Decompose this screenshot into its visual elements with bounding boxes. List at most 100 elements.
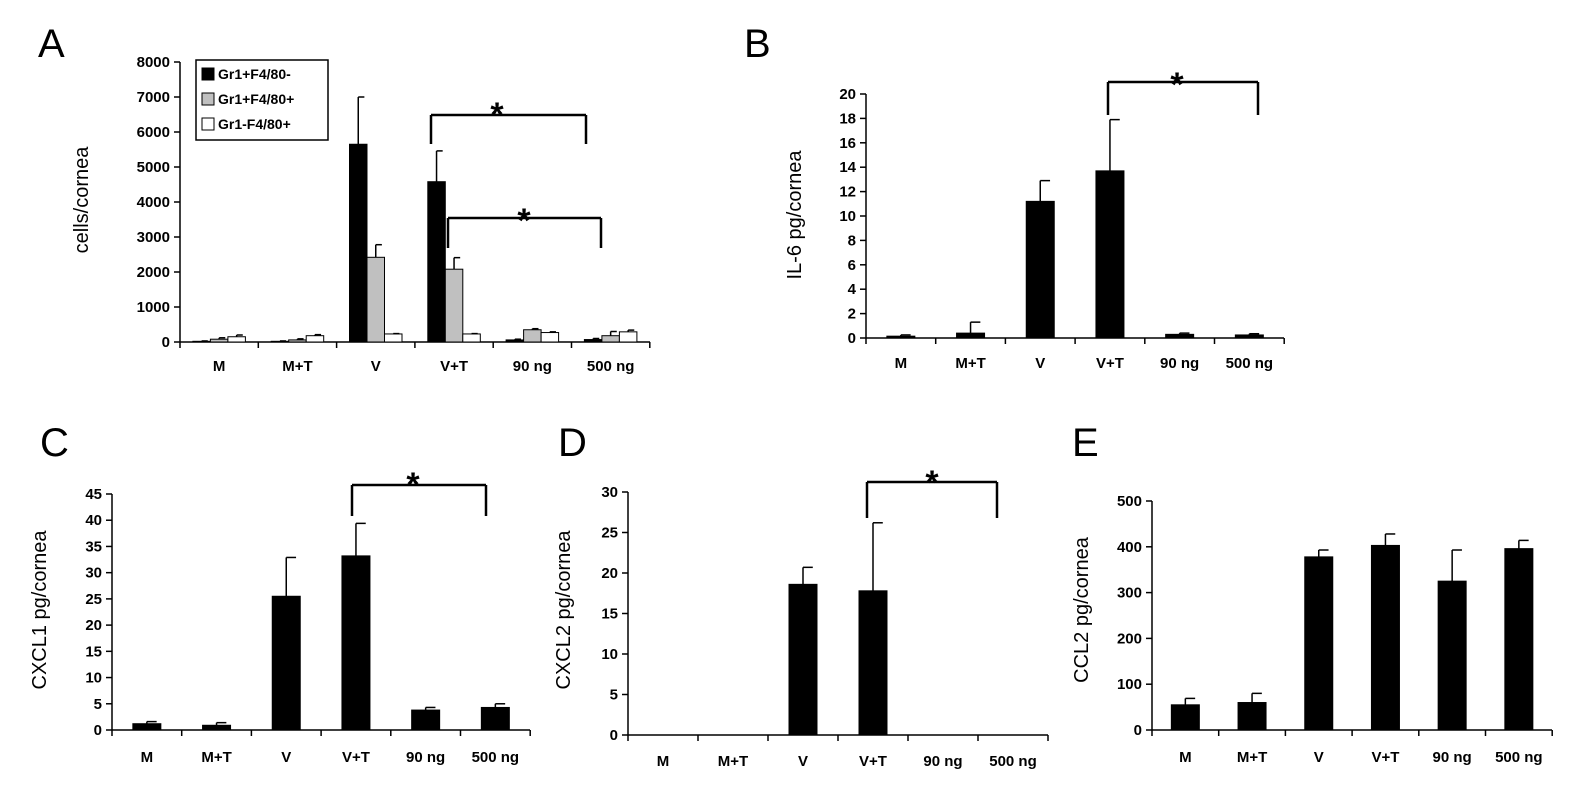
x-category-label: M (213, 358, 226, 375)
y-tick-label: 4000 (137, 194, 170, 211)
y-tick-label: 0 (1134, 722, 1142, 739)
panel-letter: E (1072, 421, 1099, 465)
panel-d: D 0 5 10 15 20 25 30 M M+T V V+T 90 ng 500 ng CXCL2 pg… (553, 421, 1049, 770)
bar (858, 590, 888, 736)
y-axis-title: IL-6 pg/cornea (784, 150, 806, 280)
x-category-label: M+T (955, 355, 985, 372)
legend-swatch (201, 92, 215, 106)
x-category-label: 90 ng (1433, 749, 1472, 766)
x-category-label: M+T (1237, 749, 1267, 766)
x-category-label: M+T (718, 753, 748, 770)
y-tick-label: 7000 (137, 89, 170, 106)
x-category-label: 90 ng (513, 358, 552, 375)
significance-star: * (406, 466, 420, 504)
y-tick-label: 1000 (137, 299, 170, 316)
y-tick-label: 500 (1117, 493, 1142, 510)
legend-box (195, 59, 329, 141)
y-tick-label: 20 (839, 86, 856, 103)
significance-star: * (1170, 66, 1184, 104)
y-tick-label: 20 (601, 565, 618, 582)
bar (1504, 548, 1534, 731)
y-tick-label: 10 (839, 208, 856, 225)
y-tick-label: 40 (85, 512, 102, 529)
y-tick-label: 400 (1117, 539, 1142, 556)
y-tick-label: 25 (85, 591, 102, 608)
y-tick-label: 8000 (137, 54, 170, 71)
bar (540, 332, 560, 343)
bar (1304, 556, 1334, 731)
x-category-label: M+T (282, 358, 312, 375)
y-tick-label: 14 (839, 159, 856, 176)
y-tick-label: 5 (610, 687, 618, 704)
y-tick-label: 0 (94, 722, 102, 739)
x-category-label: M (895, 355, 908, 372)
bar (1095, 170, 1125, 339)
x-category-label: V+T (1371, 749, 1399, 766)
x-category-label: M+T (201, 749, 231, 766)
legend-label: Gr1+F4/80- (218, 66, 291, 82)
x-category-label: 500 ng (1226, 355, 1274, 372)
y-tick-label: 2000 (137, 264, 170, 281)
x-category-label: 90 ng (406, 749, 445, 766)
bar (366, 256, 385, 343)
y-tick-label: 30 (85, 565, 102, 582)
bar (202, 724, 232, 731)
x-category-label: V (1314, 749, 1324, 766)
y-axis-title: CCL2 pg/cornea (1071, 536, 1093, 683)
significance-star: * (490, 96, 504, 134)
y-axis-title: CXCL1 pg/cornea (29, 530, 51, 690)
bar (227, 336, 246, 343)
bar (288, 339, 307, 343)
bar (788, 583, 818, 736)
x-category-label: V (281, 749, 291, 766)
bar (132, 723, 162, 731)
panel-letter: B (744, 22, 771, 66)
x-category-label: V (1035, 355, 1045, 372)
y-tick-label: 16 (839, 135, 856, 152)
significance-star: * (925, 464, 939, 502)
bar (1370, 544, 1400, 731)
panel-letter: D (558, 421, 587, 465)
y-tick-label: 4 (848, 281, 857, 298)
legend: Gr1+F4/80- Gr1+F4/80+ Gr1-F4/80+ (195, 59, 329, 141)
y-axis-title: CXCL2 pg/cornea (553, 530, 575, 690)
y-tick-label: 100 (1117, 676, 1142, 693)
legend-swatch (201, 67, 215, 81)
bar (305, 335, 325, 343)
bar (1237, 702, 1267, 731)
y-tick-label: 2 (848, 306, 856, 323)
x-category-label: V (798, 753, 808, 770)
x-category-label: 90 ng (1160, 355, 1199, 372)
bar (427, 181, 446, 343)
y-tick-label: 30 (601, 484, 618, 501)
bar (601, 335, 620, 343)
legend-swatch (201, 117, 215, 131)
x-category-label: V+T (1096, 355, 1124, 372)
bar (411, 709, 441, 731)
y-tick-label: 15 (601, 606, 618, 623)
bar (341, 555, 371, 731)
x-category-label: V+T (859, 753, 887, 770)
bar (462, 333, 481, 343)
y-tick-label: 3000 (137, 229, 170, 246)
x-category-label: V+T (342, 749, 370, 766)
y-tick-label: 18 (839, 110, 856, 127)
y-tick-label: 5 (94, 696, 102, 713)
bar (618, 331, 638, 343)
bar (505, 339, 525, 343)
y-tick-label: 45 (85, 486, 102, 503)
bar (384, 333, 403, 343)
bar (1025, 200, 1055, 339)
y-tick-label: 20 (85, 617, 102, 634)
x-category-label: 500 ng (472, 749, 520, 766)
panel-b: B 0 2 4 6 8 10 12 14 16 18 20 M M+T V V+T 90 ng 500 ng IL-… (744, 22, 1285, 372)
y-tick-label: 0 (848, 330, 856, 347)
bar (1165, 333, 1195, 339)
x-category-label: 500 ng (989, 753, 1037, 770)
y-tick-label: 0 (610, 727, 618, 744)
y-tick-label: 8 (848, 232, 856, 249)
y-tick-label: 5000 (137, 159, 170, 176)
y-axis-title: cells/cornea (71, 146, 93, 254)
x-category-label: 90 ng (923, 753, 962, 770)
x-category-label: M (141, 749, 154, 766)
